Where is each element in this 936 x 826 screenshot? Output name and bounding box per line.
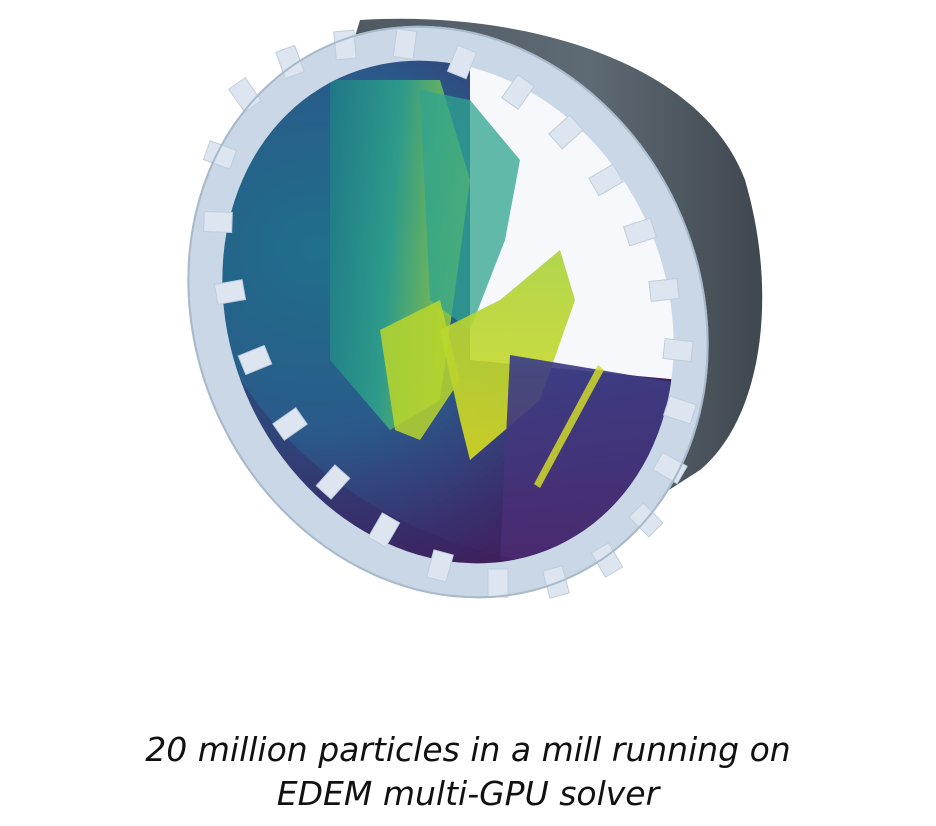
caption-line-1: 20 million particles in a mill running o… [145,730,791,769]
mill-particle-simulation-image [150,18,763,600]
mill-rim-edge [187,25,709,599]
caption-line-2: EDEM multi-GPU solver [276,774,660,813]
liner-teeth [202,28,698,599]
caption: 20 million particles in a mill running o… [0,728,936,816]
